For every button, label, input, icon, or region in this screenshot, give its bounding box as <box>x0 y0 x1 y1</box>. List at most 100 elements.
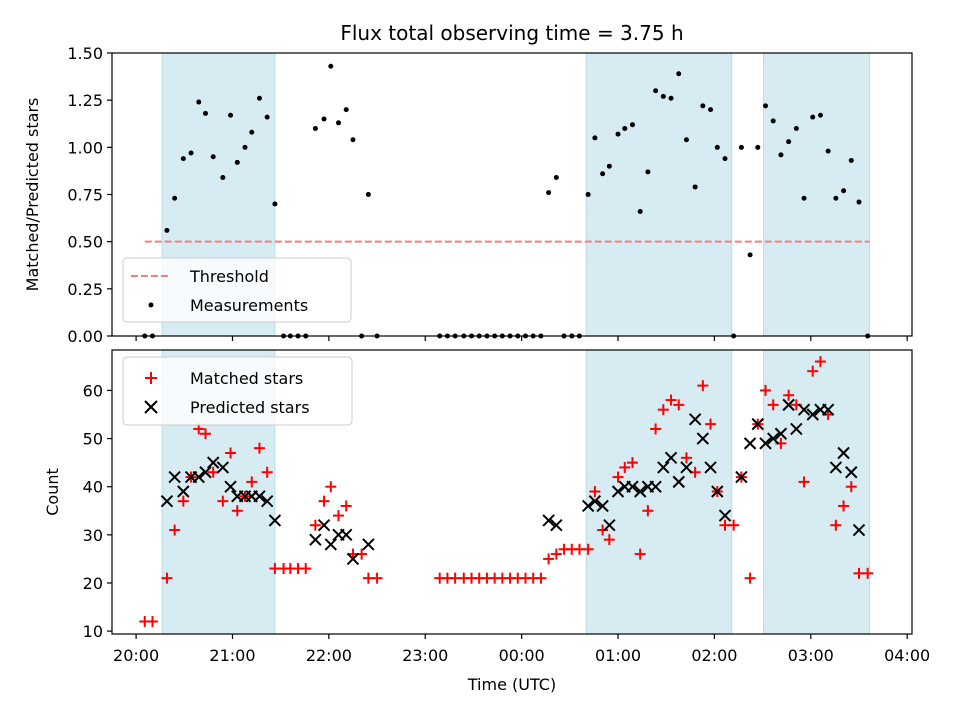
predicted-star-point <box>782 398 795 412</box>
count-panel: 10 20 30 40 50 60 20:00 21:00 22:00 23:00 00:00 01… <box>43 349 930 694</box>
matched-star-point <box>697 380 709 392</box>
predicted-star-point <box>759 437 772 450</box>
predicted-star-point <box>664 451 678 465</box>
measurement-point <box>164 227 170 233</box>
measurement-point <box>683 137 689 143</box>
predicted-star-point <box>633 485 647 498</box>
measurement-point <box>585 192 591 197</box>
matched-star-point <box>225 447 237 459</box>
predicted-star-point <box>774 427 788 440</box>
matched-star-point <box>744 572 756 584</box>
matched-star-point <box>146 615 158 627</box>
observing-window-2 <box>585 52 733 337</box>
predicted-star-point <box>766 432 780 445</box>
predicted-star-point <box>160 494 174 508</box>
measurement-point <box>762 103 768 109</box>
matched-star-point <box>261 466 273 478</box>
measurement-point <box>210 154 216 160</box>
measurement-point <box>747 252 753 258</box>
predicted-star-point <box>797 403 811 416</box>
matched-star-point <box>582 543 594 555</box>
count-y-axis-label: Count <box>43 468 62 516</box>
predicted-star-point <box>829 461 843 474</box>
predicted-star-point <box>743 437 757 450</box>
measurement-point <box>256 95 262 101</box>
predicted-star-point <box>718 509 732 522</box>
matched-star-point <box>612 471 624 483</box>
matched-star-point <box>535 572 547 584</box>
predicted-star-point <box>672 475 685 489</box>
matched-star-point <box>340 500 352 512</box>
matched-star-point <box>650 423 662 435</box>
count-legend: Matched stars Predicted stars <box>122 356 353 426</box>
time-x-tick-label: 22:00 <box>306 646 352 665</box>
measurement-point <box>825 148 831 154</box>
matched-star-point <box>309 519 321 531</box>
predicted-star-point <box>852 523 866 537</box>
measurement-point <box>841 188 847 194</box>
matched-star-point <box>169 524 181 536</box>
time-x-tick-label: 01:00 <box>595 646 641 665</box>
measurement-point <box>615 131 621 137</box>
measurement-point <box>637 208 643 214</box>
matched-star-point <box>597 524 609 536</box>
predicted-star-point <box>309 533 322 546</box>
ratio-legend-box <box>122 257 352 323</box>
matched-star-point <box>728 519 740 531</box>
predicted-star-point <box>216 461 230 474</box>
matched-star-point <box>845 481 857 493</box>
matched-star-point <box>318 495 330 507</box>
predicted-star-point <box>603 519 616 532</box>
matched-star-point <box>161 572 173 584</box>
matched-star-point <box>798 476 810 488</box>
legend-predicted-label: Predicted stars <box>190 398 310 417</box>
predicted-star-point <box>206 456 220 469</box>
measurement-point <box>592 135 598 141</box>
measurement-point <box>202 110 208 116</box>
time-x-tick-label: 00:00 <box>499 646 545 665</box>
measurement-point <box>722 156 728 162</box>
measurement-point <box>336 120 342 126</box>
count-y-tick-label: 30 <box>83 526 103 545</box>
x-axis-label: Time (UTC) <box>467 675 556 694</box>
legend-predicted-swatch <box>144 400 158 414</box>
predicted-star-point <box>837 446 850 460</box>
predicted-star-point <box>581 499 595 513</box>
measurement-point <box>676 71 682 77</box>
measurement-point <box>692 184 698 190</box>
matched-star-point <box>300 563 312 575</box>
measurement-point <box>242 144 248 150</box>
measurement-point <box>606 163 612 169</box>
matched-star-point <box>177 495 189 507</box>
predicted-star-point <box>845 466 858 479</box>
measurement-point <box>321 116 327 122</box>
matched-star-point <box>634 548 646 560</box>
matched-star-point <box>333 510 345 522</box>
count-y-tick-label: 10 <box>83 622 103 641</box>
time-x-tick-label: 23:00 <box>402 646 448 665</box>
count-y-tick-label: 60 <box>83 381 103 400</box>
measurement-point <box>700 103 706 109</box>
matched-star-point <box>783 389 795 401</box>
count-y-tick-label: 20 <box>83 574 103 593</box>
matched-star-point <box>371 572 383 584</box>
ratio-y-tick-label: 0.00 <box>67 327 103 346</box>
measurement-point <box>622 125 628 131</box>
matched-star-point <box>830 519 842 531</box>
matched-star-point <box>680 452 692 464</box>
measurement-point <box>645 169 651 175</box>
matched-star-point <box>626 457 638 469</box>
matched-star-point <box>589 486 601 498</box>
predicted-star-point <box>711 485 724 498</box>
measurement-point <box>249 129 255 135</box>
predicted-star-point <box>790 422 803 436</box>
ratio-y-tick-label: 1.50 <box>67 44 103 63</box>
time-x-tick-label: 21:00 <box>209 646 255 665</box>
measurement-point <box>328 63 334 69</box>
measurement-point <box>343 107 349 113</box>
measurement-point <box>196 99 202 105</box>
measurement-point <box>264 114 270 120</box>
count-legend-box <box>122 356 353 426</box>
legend-measurements-label: Measurements <box>190 296 308 315</box>
